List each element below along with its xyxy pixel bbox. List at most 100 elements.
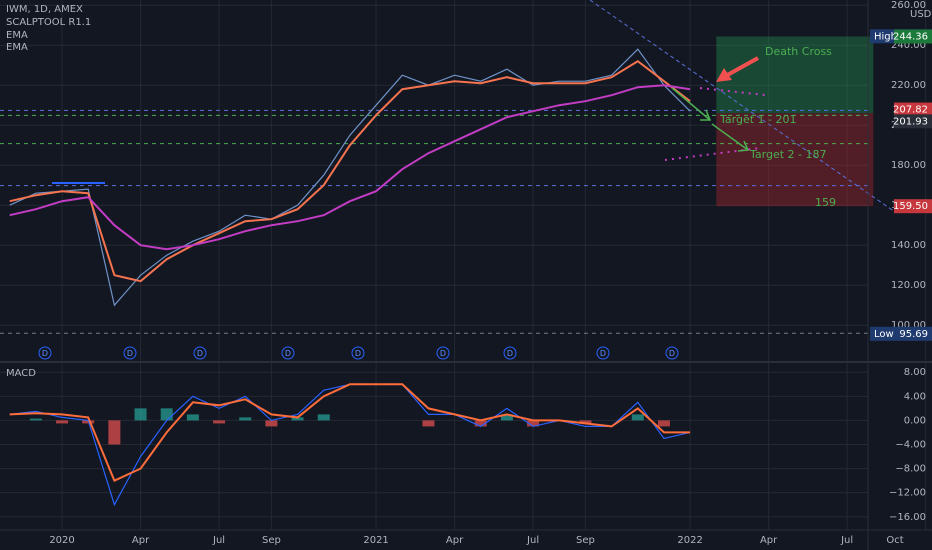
dividend-marker [123,346,137,360]
x-tick-label: Jul [840,535,853,546]
series-line [9,59,691,283]
y-tick-label: 100.00 [891,320,926,331]
price-label: 95.69 [899,329,928,340]
annotation: Target 2 - 187 [749,148,826,161]
dividend-marker [665,346,679,360]
annotation: Death Cross [765,45,832,58]
price-label-box [894,114,932,129]
price-tag-box [870,326,894,341]
y-tick-label: −16.00 [889,512,926,523]
labels-layer: 100.00120.00140.00160.00180.00200.00220.… [38,0,932,546]
x-tick-label: Jul [526,535,539,546]
histogram-bar [579,420,592,424]
dividend-marker [351,346,365,360]
histogram-bar [474,420,487,427]
arrow [671,87,712,121]
y-tick-label: −8.00 [895,464,926,475]
legend-indicator: SCALPTOOL R1.1 [6,17,91,28]
y-tick-label: 8.00 [904,367,926,378]
x-tick-label: Apr [446,535,464,546]
dividend-label: D [669,349,675,358]
price-label: 201.93 [893,116,928,127]
x-tick-label: Apr [760,535,778,546]
dividend-label: D [440,349,446,358]
y-tick-label: 120.00 [891,280,926,291]
histogram-bar [160,408,173,421]
dividend-label: D [197,349,203,358]
histogram-bar [265,420,278,427]
annotation: 159 [815,196,836,209]
dividend-marker [436,346,450,360]
y-tick-label: 260.00 [891,0,926,11]
series-line [9,383,691,482]
histogram-bar [239,417,252,421]
position-zone [716,36,874,114]
drawings [52,0,896,213]
series-line [9,48,691,307]
histogram-bar [29,418,42,421]
price-label-box [894,102,932,117]
price-label: 207.82 [893,105,928,116]
y-tick-label: 4.00 [904,391,926,402]
legend-ema: EMA [6,30,28,41]
y-tick-label: 220.00 [891,80,926,91]
x-tick-label: 2020 [49,535,74,546]
histogram-bar [500,414,513,421]
x-tick-label: Sep [262,535,281,546]
position-zone [716,113,874,207]
x-tick-label: Oct [886,535,903,546]
histogram-bar [134,408,147,421]
histogram-bar [186,414,199,421]
dividend-label: D [127,349,133,358]
histogram-bar [56,420,69,424]
histogram-bar [213,420,226,424]
y-tick-label: 240.00 [891,40,926,51]
histogram-bar [108,420,121,445]
histogram-bar [422,420,435,427]
dividend-label: D [600,349,606,358]
dividend-label: D [42,349,48,358]
annotation: Target 1 - 201 [719,113,796,126]
price-label: 244.36 [893,31,928,42]
price-tag: Low [874,329,894,340]
price-label: 159.50 [893,201,928,212]
histogram-bar [631,414,644,421]
histogram-bar [291,417,304,421]
y-tick-label: −4.00 [895,439,926,450]
x-tick-label: Apr [132,535,150,546]
marks-layer [0,36,874,507]
y-tick-label: 180.00 [891,160,926,171]
price-label-box [894,199,932,214]
x-tick-label: Sep [576,535,595,546]
arrow [711,123,750,152]
dividend-marker [281,346,295,360]
price-label-box [894,29,932,44]
x-tick-label: Jul [212,535,225,546]
histogram-bar [317,414,330,421]
dividend-label: D [355,349,361,358]
y-tick-label: −12.00 [889,488,926,499]
dividend-label: D [507,349,513,358]
price-label-box [894,326,932,341]
dividend-marker [503,346,517,360]
series-line [9,84,691,251]
y-unit: USD [910,9,932,20]
x-tick-label: 2021 [363,535,388,546]
legend-ema: EMA [6,42,28,53]
macd-title: MACD [6,368,36,379]
dividend-label: D [285,349,291,358]
y-tick-label: 140.00 [891,240,926,251]
dividend-marker [596,346,610,360]
histogram-bar [527,420,540,427]
arrow-head [716,68,732,82]
dotted-line [664,147,761,161]
dividend-marker [193,346,207,360]
trendline [589,0,896,213]
price-tag: High [874,31,897,42]
y-tick-label: 0.00 [904,415,926,426]
histogram-bar [657,420,670,427]
price-tag-box [870,29,894,44]
legend-symbol: IWM, 1D, AMEX [6,4,83,15]
